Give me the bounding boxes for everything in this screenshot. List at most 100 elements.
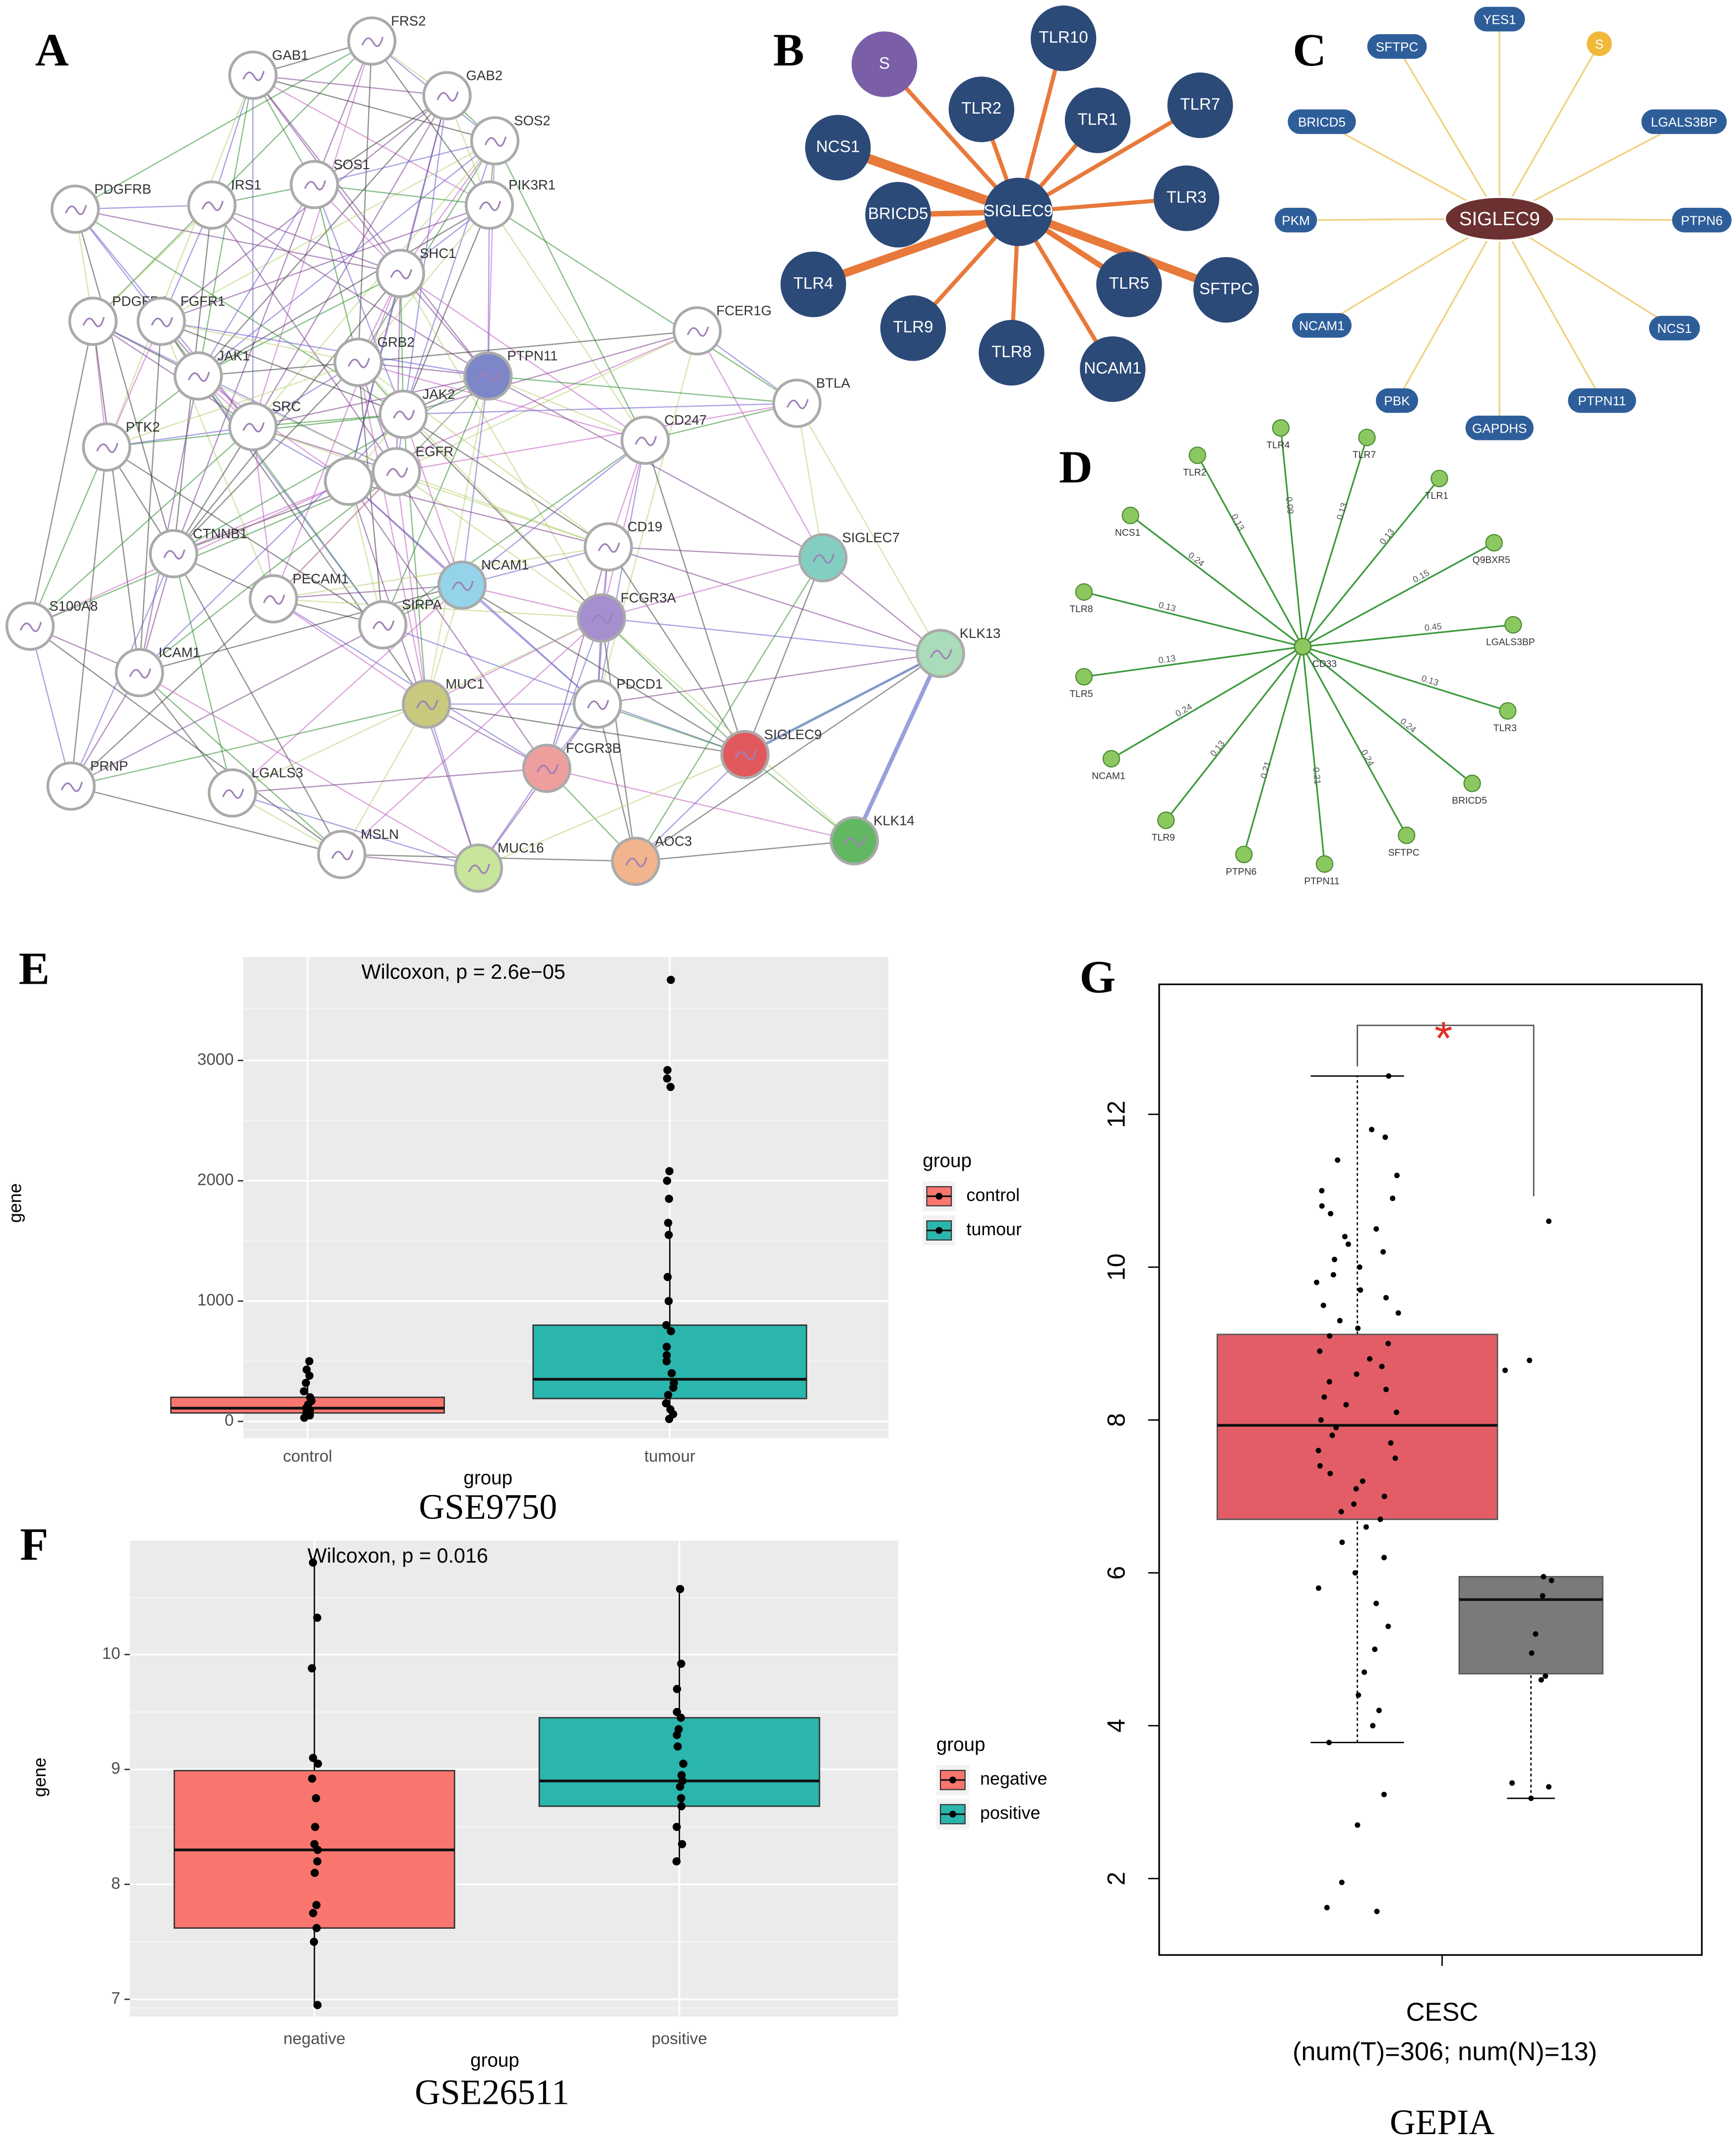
- node-label: TLR8: [992, 343, 1032, 361]
- data-point: [669, 1384, 678, 1392]
- data-point: [1385, 1623, 1391, 1629]
- network-node: [1064, 87, 1131, 153]
- node-label: SFTPC: [1388, 848, 1420, 858]
- edge: [314, 140, 495, 186]
- data-point: [1373, 1226, 1379, 1232]
- data-point: [1326, 1379, 1332, 1385]
- node-label: S: [1595, 37, 1604, 52]
- edge: [341, 703, 427, 855]
- edge: [402, 204, 490, 415]
- data-point: [1337, 1318, 1343, 1324]
- node-label: TLR4: [793, 274, 833, 293]
- node-label: YES1: [1483, 12, 1516, 27]
- network-node: [1499, 702, 1517, 720]
- center-node: [1294, 637, 1312, 656]
- data-point: [1381, 1494, 1387, 1500]
- edge: [1130, 514, 1303, 647]
- edge: [1498, 218, 1603, 401]
- edge: [173, 480, 349, 555]
- edge: [1165, 646, 1303, 821]
- data-point: [665, 1415, 674, 1423]
- node-label: TLR7: [1180, 95, 1220, 114]
- data-point: [311, 1823, 319, 1831]
- edge: [1017, 208, 1228, 294]
- data-point: [1376, 1707, 1382, 1713]
- data-point: [1363, 1524, 1369, 1530]
- node-glyph: [187, 372, 210, 382]
- legend-label: negative: [980, 1769, 1047, 1789]
- edge: [139, 672, 479, 869]
- network-node: [1167, 72, 1233, 138]
- data-point: [679, 1760, 687, 1768]
- data-point: [1317, 1348, 1323, 1354]
- data-point: [1390, 1196, 1396, 1201]
- node-label: NCAM1: [1084, 359, 1141, 378]
- data-point: [667, 1369, 676, 1378]
- legend-key-dot: [935, 1193, 943, 1200]
- data-point: [1382, 1134, 1388, 1140]
- node-label: TLR1: [1425, 491, 1448, 502]
- data-point: [313, 1857, 322, 1866]
- data-point: [1331, 1257, 1338, 1262]
- data-point: [1319, 1188, 1325, 1194]
- edge: [696, 330, 824, 559]
- edge: [382, 376, 489, 625]
- edge: [313, 184, 359, 363]
- data-point: [1394, 1409, 1400, 1415]
- edge: [252, 140, 496, 427]
- node-glyph: [304, 180, 326, 190]
- edge: [400, 273, 646, 441]
- edge: [138, 376, 199, 673]
- data-point: [1338, 1509, 1344, 1515]
- node-glyph: [598, 542, 620, 553]
- network-node: [1188, 446, 1206, 464]
- caption: GEPIA: [1390, 2103, 1494, 2142]
- edge: [139, 672, 233, 794]
- edge: [608, 546, 941, 654]
- node-label: Q9BXR5: [1473, 555, 1510, 566]
- data-point: [677, 1659, 685, 1668]
- data-point: [664, 1231, 673, 1239]
- edge: [173, 426, 253, 554]
- edge: [396, 471, 609, 548]
- node-label: SIRPA: [402, 597, 442, 612]
- network-node: [1288, 109, 1356, 134]
- node-label: BRICD5: [1452, 796, 1487, 806]
- edge: [1302, 646, 1473, 784]
- edge: [597, 703, 745, 756]
- data-point: [1318, 1417, 1324, 1423]
- network-node: [1641, 109, 1727, 134]
- data-point: [310, 1938, 318, 1946]
- edge: [382, 624, 745, 756]
- node-label: NCAM1: [481, 557, 529, 572]
- node-label: KLK14: [873, 813, 915, 828]
- node-label: S: [879, 54, 890, 72]
- data-point: [1383, 1387, 1389, 1392]
- edge: [644, 440, 746, 755]
- edge: [402, 414, 463, 585]
- edge: [796, 403, 941, 654]
- node-glyph: [786, 399, 809, 409]
- edge: [1280, 428, 1304, 647]
- node-label: BRICD5: [868, 204, 928, 223]
- edge: [197, 140, 496, 377]
- chart-title: Wilcoxon, p = 2.6e−05: [362, 960, 565, 983]
- data-point: [1392, 1455, 1398, 1461]
- edge: [232, 792, 479, 869]
- node-label: TLR5: [1069, 689, 1093, 699]
- node-glyph: [625, 857, 648, 868]
- edge: [348, 481, 548, 769]
- edge: [1243, 646, 1303, 855]
- node-label: MUC16: [497, 840, 544, 856]
- y-tick-label: 7: [111, 1989, 120, 2008]
- edge: [488, 375, 646, 441]
- node-glyph: [331, 850, 354, 861]
- edge: [273, 598, 427, 705]
- network-node: [324, 456, 373, 506]
- data-point: [1317, 1463, 1323, 1469]
- edge: [70, 447, 108, 786]
- edge: [403, 414, 602, 619]
- node-label: BTLA: [816, 376, 851, 391]
- data-point: [672, 1857, 681, 1866]
- node-glyph: [263, 594, 285, 605]
